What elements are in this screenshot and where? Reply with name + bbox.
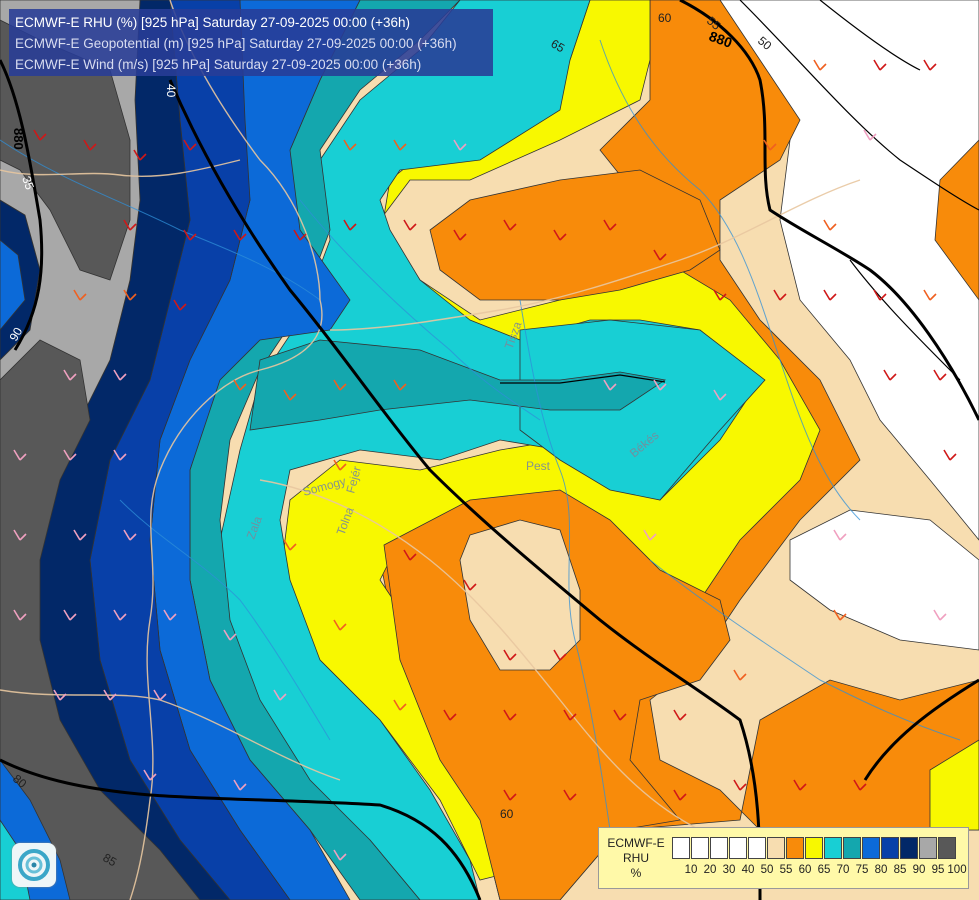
legend-title-unit: % [630,866,642,880]
legend-swatch [919,837,937,859]
legend-swatch [767,837,785,859]
legend-tick-label: 30 [722,864,736,876]
legend-swatch [672,837,690,859]
darkgrey-zone-south [0,339,201,900]
legend-tick-label: 55 [779,864,793,876]
contour-label-880-left: 880 [11,128,26,150]
legend-tick-label: 50 [760,864,774,876]
legend-swatch [900,837,918,859]
color-legend: ECMWF-E RHU % 10 20 30 40 50 55 60 65 70 75 80 85 90… [598,827,969,889]
legend-ticks: 10 20 30 40 50 55 60 65 70 75 80 85 90 95 100 [672,864,972,880]
place-label-fejer: Fejér [343,465,364,495]
legend-tick-label: 85 [893,864,907,876]
legend-tick-label: 100 [947,864,967,876]
legend-title-variable: RHU [623,851,649,865]
contour-label-85: 85 [101,850,120,869]
yellow-zone-southeast [929,739,979,831]
legend-tick-label: 75 [855,864,869,876]
contour-label-60-bottom: 60 [500,807,514,821]
contour-label-40: 40 [164,84,178,98]
title-line-geopotential: ECMWF-E Geopotential (m) [925 hPa] Satur… [15,36,457,51]
contour-label-35: 35 [19,174,37,192]
contour-label-60-top: 60 [658,11,672,25]
legend-tick-label: 60 [798,864,812,876]
legend-swatch [729,837,747,859]
legend-swatch [691,837,709,859]
white-zone-east [789,509,979,651]
legend-swatch [710,837,728,859]
legend-swatch [786,837,804,859]
orange-zone-far-east [934,139,979,301]
legend-swatch [862,837,880,859]
contour-label-90: 90 [6,325,25,344]
legend-swatch [824,837,842,859]
orange-zone-north-blob [429,169,721,301]
legend-tick-label: 95 [931,864,945,876]
title-line-rhu: ECMWF-E RHU (%) [925 hPa] Saturday 27-09… [15,15,411,30]
legend-swatches [672,837,957,859]
borders [0,0,861,900]
legend-swatch [748,837,766,859]
legend-tick-label: 90 [912,864,926,876]
legend-title: ECMWF-E RHU % [603,836,669,881]
cyan-zone-east-pocket [519,319,766,501]
legend-tick-label: 10 [684,864,698,876]
logo-icon [12,843,56,887]
legend-tick-label: 20 [703,864,717,876]
legend-tick-label: 65 [817,864,831,876]
place-label-pest: Pest [526,459,551,473]
legend-tick-label: 80 [874,864,888,876]
legend-title-model: ECMWF-E [607,836,665,850]
legend-swatch [881,837,899,859]
legend-tick-label: 40 [741,864,755,876]
contour-label-65: 65 [549,36,568,55]
map-title-panel: ECMWF-E RHU (%) [925 hPa] Saturday 27-09… [9,9,493,76]
legend-tick-label: 70 [836,864,850,876]
wind-barbs [13,59,957,861]
title-line-wind: ECMWF-E Wind (m/s) [925 hPa] Saturday 27… [15,57,422,72]
legend-swatch [805,837,823,859]
blue-zone-west [0,239,26,331]
teal-zone-center [249,339,667,431]
legend-swatch [843,837,861,859]
contour-label-880-top: 880 [707,28,735,51]
rivers [0,39,961,831]
thin-contours [500,0,979,384]
legend-swatch [938,837,956,859]
